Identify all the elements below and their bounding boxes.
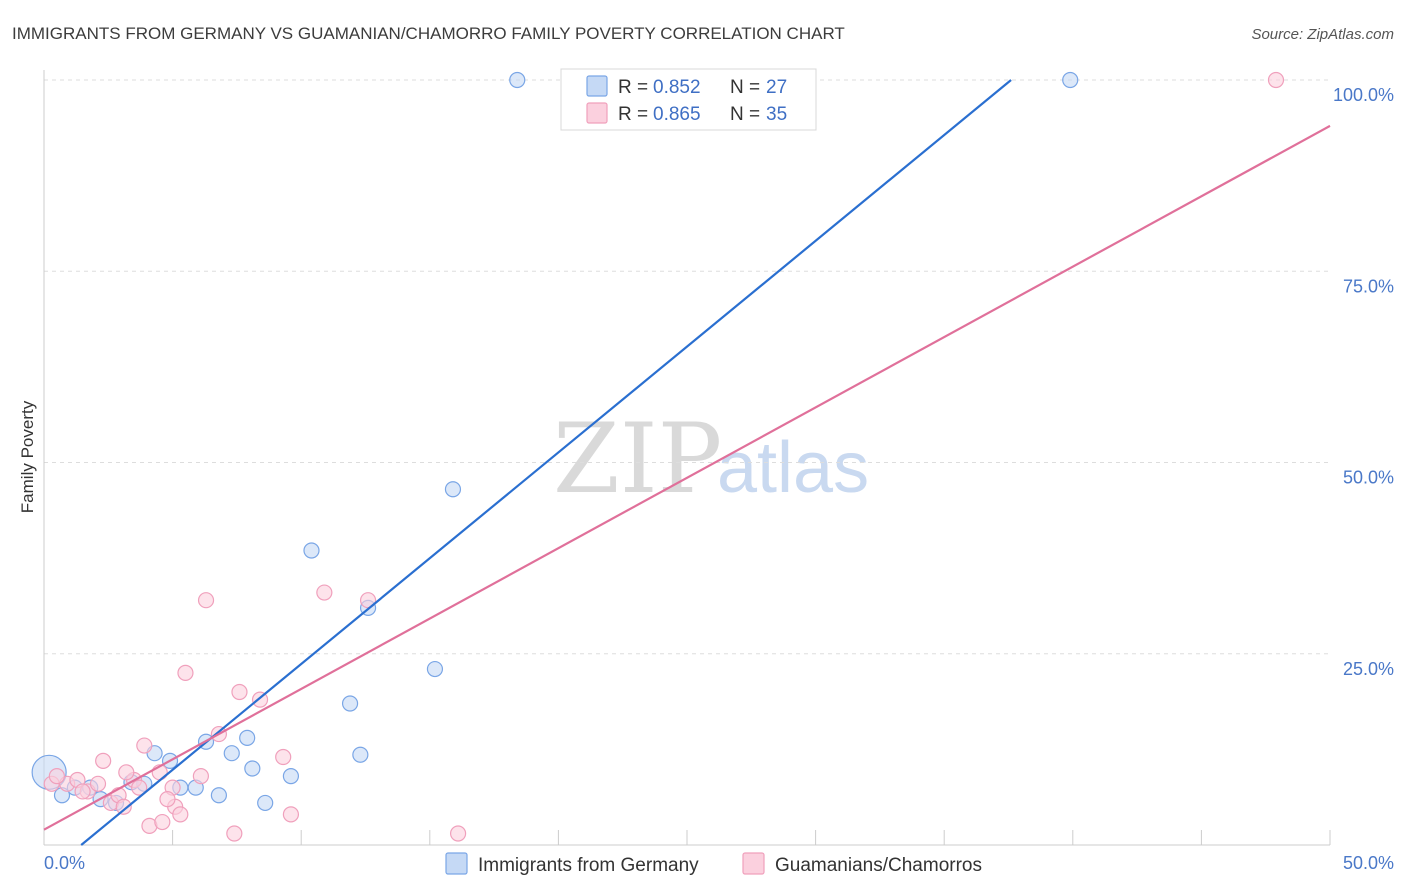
point-guamanian — [48, 768, 65, 785]
point-germany — [444, 481, 462, 498]
point-guamanian — [316, 584, 333, 601]
point-germany — [341, 695, 359, 712]
legend-n-value-guamanian: 35 — [766, 104, 787, 125]
legend-r-label-guamanian: R = — [618, 104, 648, 125]
point-guamanian — [1267, 71, 1285, 89]
point-guamanian — [226, 825, 243, 842]
x-tick-label-max: 50.0% — [1343, 853, 1394, 873]
point-germany — [303, 542, 320, 559]
y-axis-label: Family Poverty — [18, 400, 37, 513]
legend-n-label-guamanian: N = — [730, 104, 760, 125]
point-guamanian — [177, 664, 194, 681]
point-germany — [426, 660, 444, 678]
point-guamanian — [95, 752, 112, 769]
series-legend-label-germany: Immigrants from Germany — [478, 855, 699, 876]
y-tick-labels: 25.0% 50.0% 75.0% 100.0% — [1333, 85, 1394, 679]
watermark-zip: ZIP — [553, 403, 722, 515]
point-guamanian — [89, 775, 107, 792]
point-guamanian — [197, 592, 215, 609]
axes — [43, 70, 1330, 846]
stats-legend: R = 0.852 N = 27 R = 0.865 N = 35 — [560, 68, 817, 131]
point-guamanian — [118, 764, 135, 781]
point-germany — [352, 746, 369, 763]
point-guamanian — [172, 806, 189, 823]
point-germany — [282, 768, 300, 785]
point-guamanian — [282, 806, 300, 823]
point-guamanian — [74, 783, 91, 800]
legend-swatch-guamanian — [586, 102, 608, 124]
watermark: ZIP atlas — [553, 403, 869, 515]
chart-title: IMMIGRANTS FROM GERMANY VS GUAMANIAN/CHA… — [12, 24, 845, 43]
series-legend-swatch-guamanian — [742, 852, 765, 875]
point-germany — [509, 71, 526, 89]
series-legend-label-guamanian: Guamanians/Chamorros — [775, 855, 982, 876]
point-guamanian — [131, 779, 148, 796]
series-legend-swatch-germany — [445, 852, 468, 875]
point-germany — [257, 794, 274, 812]
point-guamanian — [449, 825, 467, 842]
trend-lines — [43, 79, 1331, 846]
grid-lines — [44, 79, 1331, 845]
point-germany — [244, 760, 261, 777]
trend-line-germany — [80, 79, 1012, 846]
trend-line-guamanian — [43, 124, 1331, 831]
legend-n-label-germany: N = — [730, 77, 760, 98]
point-guamanian — [136, 737, 153, 754]
y-tick-label: 100.0% — [1333, 85, 1394, 105]
y-tick-label: 50.0% — [1343, 468, 1394, 488]
x-tick-label-min: 0.0% — [44, 853, 85, 873]
data-points — [31, 71, 1285, 842]
point-germany — [1062, 71, 1079, 89]
legend-swatch-germany — [586, 75, 608, 97]
watermark-atlas: atlas — [717, 428, 869, 508]
point-germany — [210, 787, 227, 804]
legend-n-value-germany: 27 — [766, 77, 787, 98]
legend-r-value-germany: 0.852 — [653, 77, 701, 98]
series-legend: Immigrants from Germany Guamanians/Chamo… — [445, 852, 982, 876]
x-tick-labels: 0.0% 50.0% — [44, 853, 1394, 873]
legend-r-value-guamanian: 0.865 — [653, 104, 701, 125]
y-tick-label: 75.0% — [1343, 276, 1394, 296]
point-guamanian — [231, 683, 248, 701]
point-guamanian — [159, 790, 176, 808]
point-germany — [239, 729, 256, 747]
legend-r-label-germany: R = — [618, 77, 648, 98]
point-guamanian — [275, 748, 292, 766]
point-guamanian — [192, 768, 209, 785]
point-germany — [223, 745, 240, 762]
chart-source: Source: ZipAtlas.com — [1251, 26, 1394, 43]
point-guamanian — [154, 813, 171, 831]
y-tick-label: 25.0% — [1343, 659, 1394, 679]
point-guamanian — [115, 798, 132, 815]
